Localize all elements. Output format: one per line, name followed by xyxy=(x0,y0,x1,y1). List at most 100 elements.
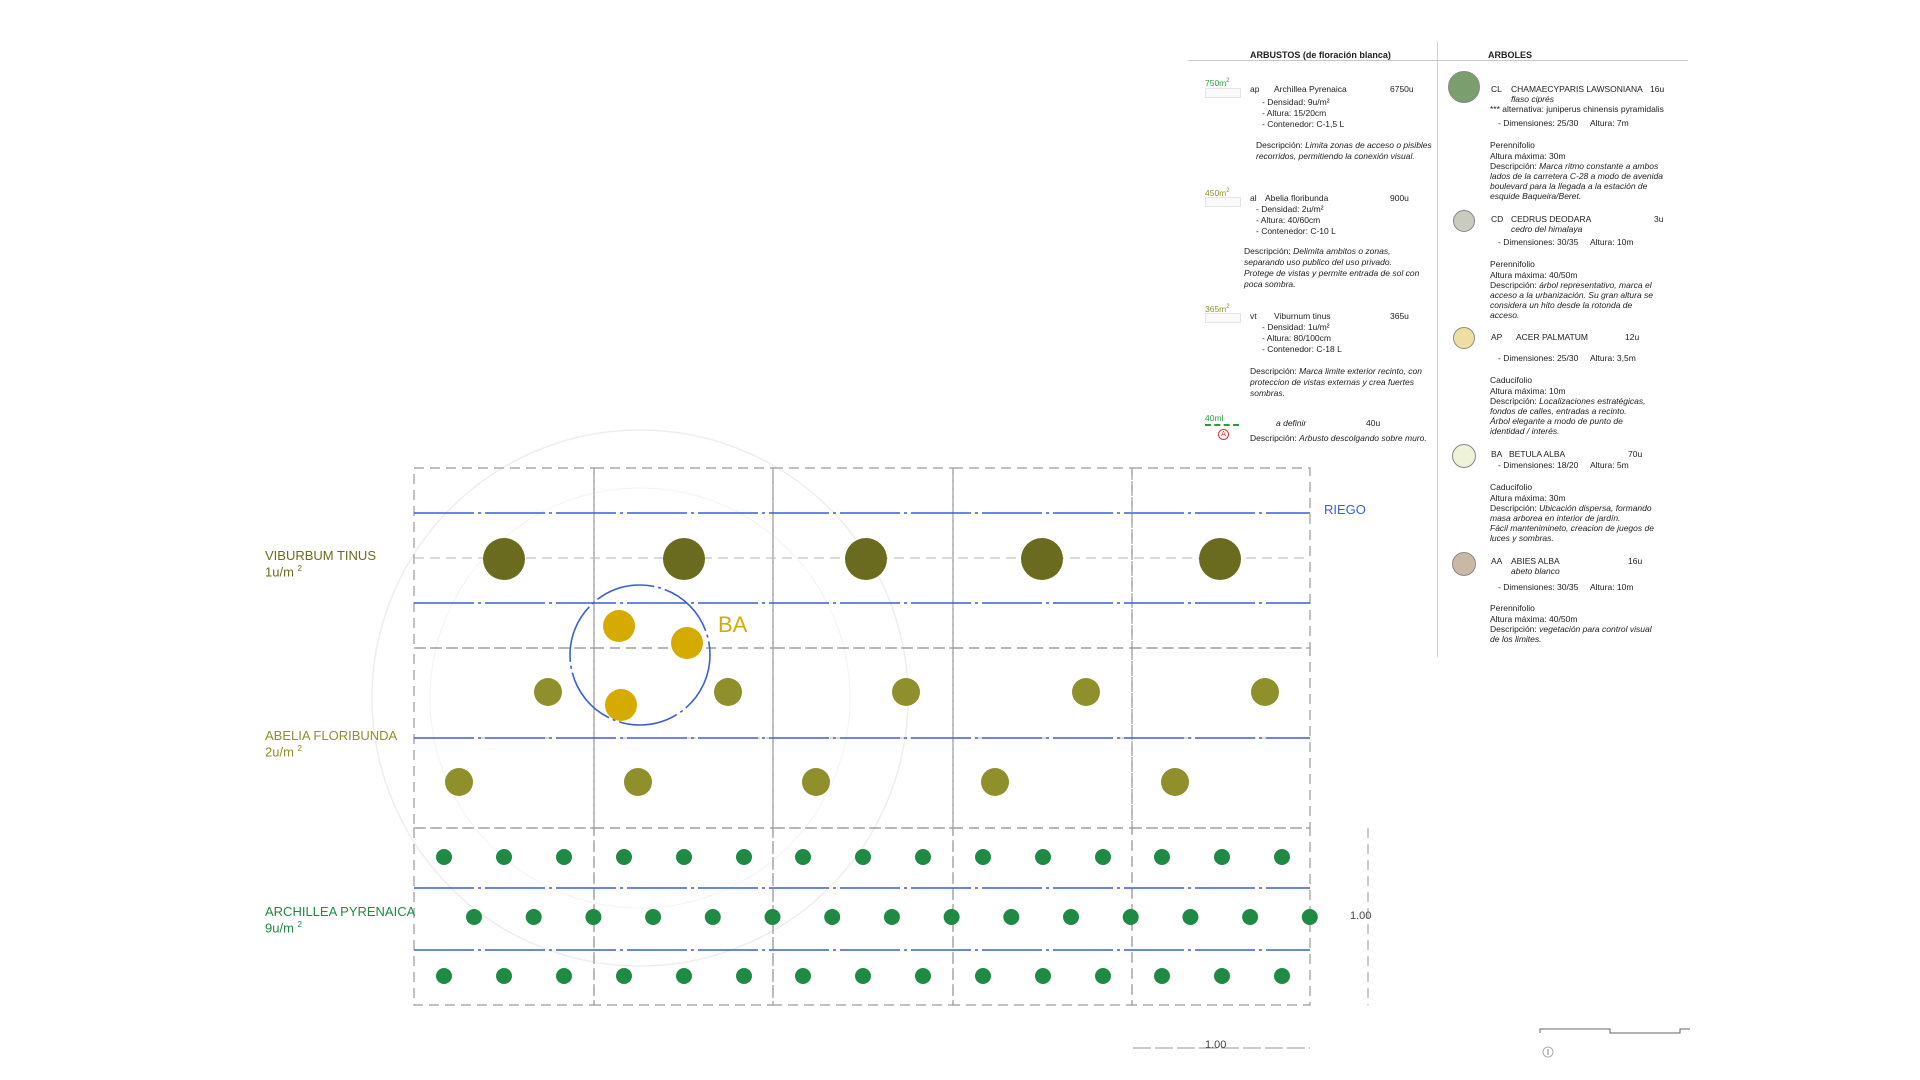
abelia-plant xyxy=(802,768,830,796)
shrub-description-line: recorridos, permitiendo la conexión visu… xyxy=(1256,151,1415,161)
archillea-plant xyxy=(1214,968,1230,984)
shrub-description-line: poca sombra. xyxy=(1244,279,1296,289)
archillea-plant xyxy=(676,968,692,984)
archillea-plant xyxy=(556,968,572,984)
tree-description: Descripción: árbol representativo, marca… xyxy=(1490,280,1652,290)
archillea-plant xyxy=(436,968,452,984)
north-indicator xyxy=(1542,1046,1554,1058)
shrub-description-line: proteccion de vistas externas y crea fue… xyxy=(1250,377,1414,387)
tree-name: BETULA ALBA xyxy=(1509,449,1566,459)
tree-qty: 70u xyxy=(1628,449,1643,459)
tree-height: Altura: 10m xyxy=(1590,237,1634,247)
tree-type: Perennifolio xyxy=(1490,140,1535,150)
shrub-qty: 6750u xyxy=(1390,84,1414,94)
legend-divider xyxy=(1437,42,1438,657)
ghost-circle xyxy=(371,429,909,967)
tree-max-height: Altura máxima: 10m xyxy=(1490,386,1566,396)
grid-cell xyxy=(413,827,595,1006)
archillea-plant xyxy=(466,909,482,925)
archillea-plant xyxy=(795,849,811,865)
tree-max-height: Altura máxima: 30m xyxy=(1490,151,1566,161)
shrub-detail: - Altura: 40/60cm xyxy=(1256,215,1321,225)
tree-description-line: acceso a la urbanización. Su gran altura… xyxy=(1490,290,1654,300)
archillea-plant xyxy=(616,849,632,865)
tree-symbol-ba xyxy=(1452,444,1476,468)
tree-max-height: Altura máxima: 30m xyxy=(1490,493,1566,503)
tree-qty: 16u xyxy=(1628,556,1643,566)
tree-description-line: esquide Baqueira/Beret. xyxy=(1490,191,1582,201)
shrub-qty: 40u xyxy=(1366,418,1381,428)
tree-name: CEDRUS DEODARA xyxy=(1511,214,1592,224)
tree-common-name: cedro del himalaya xyxy=(1511,224,1583,234)
tree-description-line: masa arborea en interior de jardín. xyxy=(1490,513,1621,523)
species-density-archillea: 9u/m 2 xyxy=(265,920,302,936)
tree-symbol-cl xyxy=(1448,71,1480,103)
abelia-plant xyxy=(1251,678,1279,706)
shrub-detail: - Contenedor: C-10 L xyxy=(1256,226,1336,236)
shrub-area: 365m2 xyxy=(1205,303,1230,314)
shrub-description: Descripción: Arbusto descolgando sobre m… xyxy=(1250,433,1427,443)
archillea-plant xyxy=(616,968,632,984)
tree-description-line: considera un hito desde la rotonda de xyxy=(1490,300,1633,310)
scale-bar-line xyxy=(1539,1028,1690,1034)
shrub-description-line: separando uso publico del uso privado. xyxy=(1244,257,1392,267)
archillea-plant xyxy=(1214,849,1230,865)
tree-height: Altura: 5m xyxy=(1590,460,1629,470)
shrub-code: vt xyxy=(1250,311,1257,321)
archillea-plant xyxy=(704,909,721,925)
shrub-description: Descripción: Limita zonas de acceso o pi… xyxy=(1256,140,1432,150)
archillea-plant xyxy=(1122,909,1139,925)
tree-description-line: luces y sombras. xyxy=(1490,533,1554,543)
viburnum-plant xyxy=(1021,538,1063,580)
shrub-detail: - Altura: 15/20cm xyxy=(1262,108,1327,118)
archillea-plant xyxy=(1301,909,1318,925)
archillea-plant xyxy=(496,849,512,865)
archillea-plant xyxy=(975,849,991,865)
archillea-plant xyxy=(795,968,811,984)
dimension-lines xyxy=(1133,828,1369,1049)
tree-description-line: Árbol elegante a modo de punto de xyxy=(1490,416,1623,426)
abelia-plant xyxy=(1072,678,1100,706)
shrub-qty: 900u xyxy=(1390,193,1409,203)
trees-header: ARBOLES xyxy=(1488,50,1533,60)
tree-alternative: *** alternativa: juniperus chinensis pyr… xyxy=(1490,104,1664,114)
grid-cell xyxy=(952,827,1133,1006)
tree-qty: 16u xyxy=(1650,84,1665,94)
shrub-swatch xyxy=(1205,313,1241,323)
shrub-swatch xyxy=(1205,197,1241,207)
archillea-plant xyxy=(1154,849,1170,865)
tree-common-name: abeto blanco xyxy=(1511,566,1560,576)
tree-code: BA xyxy=(1491,449,1503,459)
legend-header-rule xyxy=(1188,60,1688,61)
archillea-plant xyxy=(645,909,662,925)
shrub-description: Descripción: Marca limite exterior recin… xyxy=(1250,366,1422,376)
tree-max-height: Altura máxima: 40/50m xyxy=(1490,270,1578,280)
species-label-viburnum: VIBURBUM TINUS xyxy=(265,548,376,563)
tree-type: Perennifolio xyxy=(1490,603,1535,613)
archillea-plant xyxy=(585,909,602,925)
archillea-plant xyxy=(676,849,692,865)
shrubs-header: ARBUSTOS (de floración blanca) xyxy=(1250,50,1391,60)
archillea-plant xyxy=(915,849,931,865)
archillea-plant xyxy=(1095,849,1111,865)
archillea-plant xyxy=(1154,968,1170,984)
shrub-name: Viburnum tinus xyxy=(1274,311,1331,321)
riego-label: RIEGO xyxy=(1324,502,1366,517)
archillea-plant xyxy=(943,909,960,925)
shrub-detail: - Altura: 80/100cm xyxy=(1262,333,1331,343)
viburnum-plant xyxy=(845,538,887,580)
tree-description: Descripción: Marca ritmo constante a amb… xyxy=(1490,161,1659,171)
shrub-detail: - Contenedor: C-1,5 L xyxy=(1262,119,1345,129)
tree-code: AP xyxy=(1491,332,1503,342)
grid-cell xyxy=(1131,467,1311,649)
species-density-abelia: 2u/m 2 xyxy=(265,744,302,760)
tree-qty: 12u xyxy=(1625,332,1640,342)
tree-symbol-ap xyxy=(1453,327,1475,349)
shrub-detail: - Densidad: 9u/m² xyxy=(1262,97,1330,107)
archillea-plant xyxy=(883,909,900,925)
shrub-detail: - Densidad: 1u/m² xyxy=(1262,322,1330,332)
abelia-plant xyxy=(534,678,562,706)
shrub-code: al xyxy=(1250,193,1257,203)
shrub-name: a definir xyxy=(1276,418,1307,428)
